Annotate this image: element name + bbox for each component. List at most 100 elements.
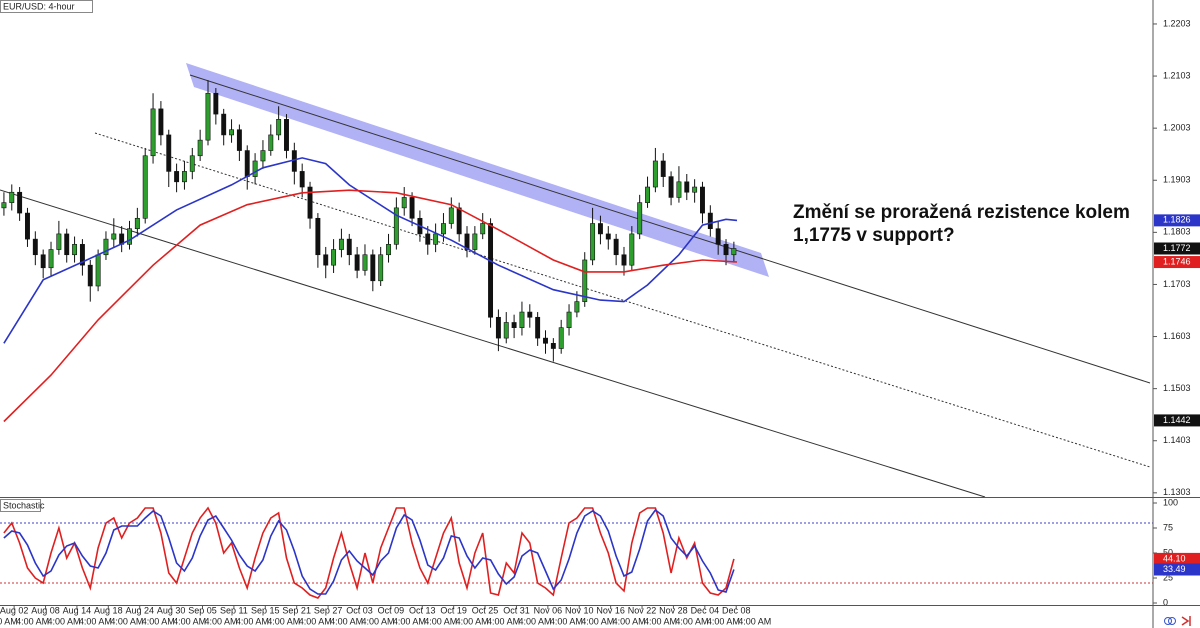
candle-body	[9, 191, 15, 203]
x-time-label: 4:00 AM	[205, 616, 238, 626]
y-tick-label: 1.1403	[1163, 435, 1191, 445]
icon-link[interactable]	[1164, 617, 1172, 625]
price-tag-label: 33.49	[1163, 564, 1186, 574]
x-tick-label: Oct 25	[472, 605, 499, 615]
candle-body	[558, 327, 564, 349]
x-tick-label: Nov 06	[534, 605, 563, 615]
toolbar-icons[interactable]	[1164, 616, 1191, 626]
candle-body	[519, 311, 525, 328]
y-tick-label: 1.1503	[1163, 383, 1191, 393]
y-tick-label: 1.1803	[1163, 227, 1191, 237]
candle-body	[276, 119, 282, 136]
candle-body	[331, 249, 337, 266]
candle-body	[181, 171, 187, 183]
candle-body	[150, 108, 156, 157]
x-tick-label: Nov 22	[628, 605, 657, 615]
x-time-label: 4:00 AM	[236, 616, 269, 626]
candle-body	[284, 119, 289, 151]
x-time-label: 4:00 AM	[644, 616, 677, 626]
x-tick-label: Aug 02	[0, 605, 28, 615]
candle-body	[715, 228, 721, 245]
candle-body	[268, 134, 274, 151]
x-time-label: 4:00 AM	[361, 616, 394, 626]
candle-body	[236, 129, 242, 151]
candle-body	[260, 150, 266, 162]
x-time-label: 4:00 AM	[330, 616, 363, 626]
x-time-label: 4:00 AM	[550, 616, 583, 626]
x-tick-label: Dec 08	[722, 605, 751, 615]
price-tag-label: 1.1746	[1163, 256, 1191, 266]
price-tag	[1154, 414, 1200, 427]
candle-body	[566, 311, 572, 328]
candle-body	[692, 186, 698, 193]
candle-body	[574, 301, 580, 313]
candle-body	[346, 238, 352, 256]
candle-body	[134, 217, 140, 230]
price-tag-label: 44.10	[1163, 553, 1186, 563]
candle-body	[378, 254, 384, 282]
candle-body	[441, 223, 446, 235]
x-time-label: 4:00 AM	[48, 616, 81, 626]
candle-body	[707, 212, 713, 230]
candle-body	[229, 129, 235, 136]
series-line	[3, 189, 738, 423]
x-time-label: 4:00 AM	[581, 616, 614, 626]
y-tick-label: 1.1703	[1163, 279, 1191, 289]
candle-body	[425, 233, 431, 245]
y-tick-label: 75	[1163, 522, 1173, 532]
x-time-label: 4:00 AM	[707, 616, 740, 626]
candle-body	[456, 207, 462, 235]
x-time-label: 4:00 AM	[110, 616, 143, 626]
candle-body	[127, 228, 132, 245]
candle-body	[621, 254, 627, 266]
x-time-label: 4:00 AM	[16, 616, 49, 626]
price-tag	[1154, 256, 1200, 269]
y-tick-label: 25	[1163, 572, 1173, 582]
x-time-label: 4:00 AM	[518, 616, 551, 626]
x-tick-label: Dec 04	[691, 605, 720, 615]
candle-body	[731, 248, 737, 256]
x-tick-label: Aug 24	[125, 605, 154, 615]
candle-body	[213, 92, 219, 115]
price-tag	[1154, 552, 1200, 565]
candle-body	[472, 233, 478, 250]
x-time-label: 4:00 AM	[267, 616, 300, 626]
chart-title: EUR/USD: 4-hour	[3, 1, 75, 11]
x-time-label: 4:00 AM	[79, 616, 112, 626]
candle-body	[668, 176, 674, 198]
candle-body	[660, 160, 666, 177]
candle-body	[299, 171, 305, 188]
x-tick-label: Oct 31	[503, 605, 530, 615]
x-time-label: 4:00 AM	[142, 616, 175, 626]
annotation: 1,1775 v support?	[793, 225, 955, 246]
channel-lower	[0, 189, 986, 498]
price-tag-label: 1.1826	[1163, 215, 1191, 225]
price-tag	[1154, 563, 1200, 576]
y-tick-label: 50	[1163, 547, 1173, 557]
candle-body	[40, 254, 46, 269]
candle-body	[652, 160, 658, 188]
icon-link[interactable]	[1168, 617, 1176, 625]
candle-body	[448, 207, 454, 224]
candle-body	[362, 254, 368, 271]
y-tick-label: 1.2103	[1163, 70, 1191, 80]
candle-body	[56, 233, 62, 250]
candle-body	[205, 92, 211, 141]
price-tag-label: 1.1442	[1163, 415, 1191, 425]
candle-body	[111, 233, 117, 240]
y-tick-label: 1.2003	[1163, 123, 1191, 133]
candle-body	[723, 244, 729, 256]
candle-body	[613, 238, 619, 256]
candle-body	[684, 181, 690, 193]
candle-body	[17, 191, 23, 214]
x-time-label: 4:00 AM	[0, 616, 18, 626]
candle-body	[354, 254, 360, 271]
candle-body	[72, 244, 78, 256]
icon-scroll-end[interactable]	[1181, 616, 1191, 626]
candle-body	[488, 223, 494, 318]
candle-body	[433, 233, 439, 245]
y-tick-label: 1.1303	[1163, 487, 1191, 497]
candle-body	[393, 207, 399, 245]
candle-body	[64, 233, 70, 256]
candle-body	[645, 186, 650, 203]
